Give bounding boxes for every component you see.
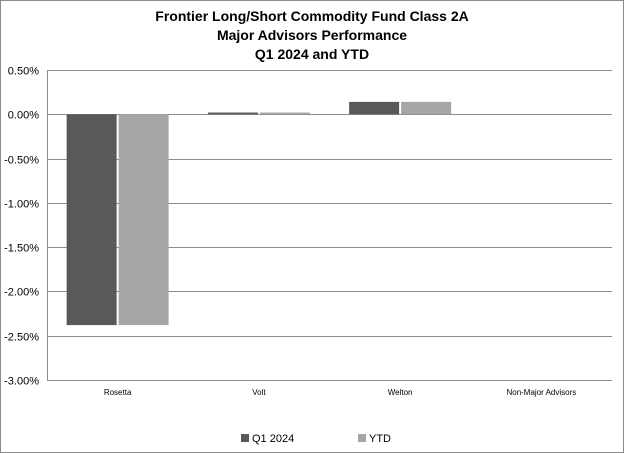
bar-ytd-welton (401, 101, 452, 115)
legend-swatch (358, 434, 366, 442)
chart-title-line-1: Frontier Long/Short Commodity Fund Class… (155, 8, 469, 24)
legend-swatch (241, 434, 249, 442)
y-tick-label: -0.50% (4, 155, 39, 167)
chart-title: Frontier Long/Short Commodity Fund Class… (0, 7, 624, 64)
x-category-label: Non-Major Advisors (506, 388, 576, 397)
x-axis-categories: Rosetta Volt Welton Non-Major Advisors (104, 388, 576, 397)
legend: Q1 2024 YTD (241, 433, 391, 445)
x-category-label: Welton (388, 388, 413, 397)
y-tick-label: -3.00% (4, 376, 39, 388)
bar-ytd-rosetta (118, 114, 169, 326)
bar-ytd-volt (259, 112, 310, 115)
y-axis-ticks: 0.50% 0.00% -0.50% -1.00% -1.50% -2.00% -2.50%… (4, 66, 39, 388)
y-tick-label: -2.00% (4, 287, 39, 299)
x-category-label: Rosetta (104, 388, 132, 397)
bar-q1-2024-welton (349, 101, 400, 115)
legend-label: Q1 2024 (252, 433, 294, 445)
legend-label: YTD (369, 433, 391, 445)
y-tick-label: -2.50% (4, 332, 39, 344)
chart-title-line-2: Major Advisors Performance (216, 27, 408, 43)
chart-title-line-3: Q1 2024 and YTD (254, 46, 370, 62)
bar-q1-2024-rosetta (66, 114, 117, 326)
y-tick-label: -1.50% (4, 243, 39, 255)
bars (66, 101, 452, 326)
y-tick-label: 0.00% (8, 110, 39, 122)
y-tick-label: -1.00% (4, 199, 39, 211)
bar-q1-2024-volt (207, 112, 258, 115)
y-tick-label: 0.50% (8, 66, 39, 78)
x-category-label: Volt (252, 388, 266, 397)
